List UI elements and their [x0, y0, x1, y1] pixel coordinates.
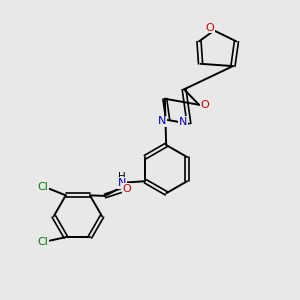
Text: Cl: Cl: [38, 237, 49, 247]
Text: N: N: [118, 178, 126, 188]
Text: N: N: [158, 116, 166, 127]
Text: H: H: [118, 172, 126, 182]
Text: N: N: [179, 117, 187, 127]
Text: O: O: [200, 100, 209, 110]
Text: Cl: Cl: [38, 182, 49, 192]
Text: O: O: [205, 22, 214, 32]
Text: O: O: [123, 184, 131, 194]
